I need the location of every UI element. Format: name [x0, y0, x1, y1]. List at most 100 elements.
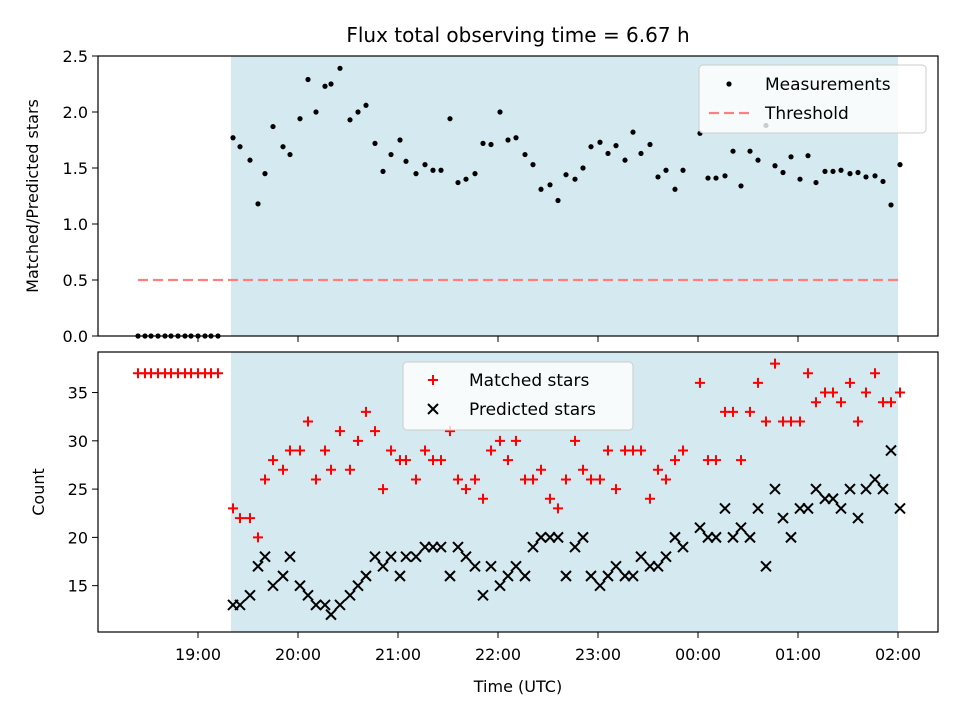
matched-star-point: [845, 377, 855, 388]
matched-star-point: [353, 435, 363, 446]
predicted-star-point: [710, 531, 722, 544]
measurement-point: [780, 169, 786, 176]
predicted-star-point: [310, 599, 322, 611]
predicted-star-point: [444, 570, 456, 582]
x-tick-label: 02:00: [875, 645, 921, 664]
measurement-point: [305, 76, 311, 83]
matched-star-point: [586, 474, 596, 485]
legend-predicted-marker: [427, 403, 439, 415]
measurement-point: [713, 175, 719, 181]
predicted-star-point: [352, 579, 364, 592]
predicted-star-point: [777, 512, 789, 524]
measurement-point: [580, 165, 586, 171]
predicted-star-point: [894, 502, 906, 515]
measurement-point: [313, 109, 319, 115]
measurement-point: [255, 201, 261, 207]
predicted-star-point: [602, 570, 614, 582]
predicted-star-point: [535, 531, 547, 544]
matched-star-point: [326, 464, 336, 475]
top-y-tick-label: 2.5: [63, 47, 88, 66]
matched-star-point: [595, 474, 605, 485]
predicted-star-point: [510, 560, 522, 573]
matched-star-point: [611, 484, 621, 495]
measurement-point: [663, 167, 669, 173]
measurement-point: [638, 150, 644, 157]
measurement-point: [337, 65, 343, 71]
measurement-point: [888, 202, 894, 208]
measurement-point: [287, 151, 293, 158]
measurement-point: [322, 83, 328, 89]
matched-star-point: [636, 445, 646, 456]
matched-star-point: [836, 397, 846, 408]
measurement-point: [605, 150, 611, 157]
measurement-point: [680, 167, 686, 173]
legend-label: Matched stars: [469, 371, 589, 391]
predicted-star-point: [560, 570, 572, 582]
matched-star-point: [245, 513, 255, 524]
measurement-point: [328, 81, 334, 87]
measurement-point: [403, 158, 409, 164]
predicted-star-point: [877, 483, 889, 495]
predicted-star-point: [694, 522, 706, 534]
predicted-star-point: [294, 579, 306, 592]
matched-star-point: [285, 445, 295, 456]
measurement-point: [813, 179, 819, 186]
measurement-point: [747, 148, 753, 154]
matched-star-point: [795, 416, 805, 427]
matched-star-point: [661, 474, 671, 485]
measurement-point: [463, 176, 469, 182]
bottom-y-tick-label: 25: [68, 480, 88, 499]
matched-star-point: [545, 493, 555, 504]
matched-star-point: [753, 377, 763, 388]
matched-star-point: [553, 503, 563, 514]
matched-star-point: [436, 455, 446, 466]
predicted-star-point: [400, 550, 412, 563]
predicted-star-point: [527, 541, 539, 553]
legend-label: Threshold: [764, 104, 849, 124]
legend-label: Predicted stars: [469, 400, 596, 420]
matched-star-point: [678, 445, 688, 456]
predicted-star-point: [635, 550, 647, 563]
measurement-point: [355, 109, 361, 115]
measurement-point: [855, 169, 861, 176]
matched-star-point: [861, 387, 871, 398]
predicted-star-point: [585, 570, 597, 582]
measurement-point: [513, 135, 519, 141]
x-tick-label: 20:00: [275, 645, 321, 664]
measurement-point: [822, 168, 828, 174]
measurement-point: [447, 116, 453, 122]
legend-matched-marker: [428, 375, 438, 385]
matched-star-point: [736, 455, 746, 466]
matched-star-point: [711, 455, 721, 466]
measurement-point: [538, 186, 544, 192]
measurement-point: [755, 157, 761, 163]
predicted-star-point: [519, 570, 531, 582]
matched-star-point: [486, 445, 496, 456]
predicted-star-point: [810, 483, 822, 495]
matched-star-point: [770, 358, 780, 369]
measurement-point: [805, 153, 811, 159]
measurement-point: [597, 139, 603, 145]
bottom-legend: Matched stars Predicted stars: [402, 361, 634, 431]
measurement-point: [772, 163, 778, 169]
measurement-point: [380, 168, 386, 174]
matched-star-point: [536, 464, 546, 475]
series-matched-stars: [133, 358, 905, 543]
predicted-star-point: [827, 493, 839, 505]
matched-star-point: [728, 406, 738, 417]
measurement-point: [397, 137, 403, 143]
measurement-point: [738, 183, 744, 189]
x-tick-label: 19:00: [175, 645, 221, 664]
measurement-point: [472, 171, 478, 177]
predicted-star-point: [769, 483, 781, 495]
matched-star-point: [401, 455, 411, 466]
matched-star-point: [470, 474, 480, 485]
measurement-point: [722, 173, 728, 179]
predicted-star-point: [344, 589, 356, 602]
measurement-point: [572, 176, 578, 182]
top-y-tick-label: 0.0: [63, 327, 88, 346]
matched-star-point: [811, 397, 821, 408]
measurement-point: [297, 116, 303, 122]
matched-star-point: [213, 368, 223, 379]
measurement-point: [797, 176, 803, 182]
